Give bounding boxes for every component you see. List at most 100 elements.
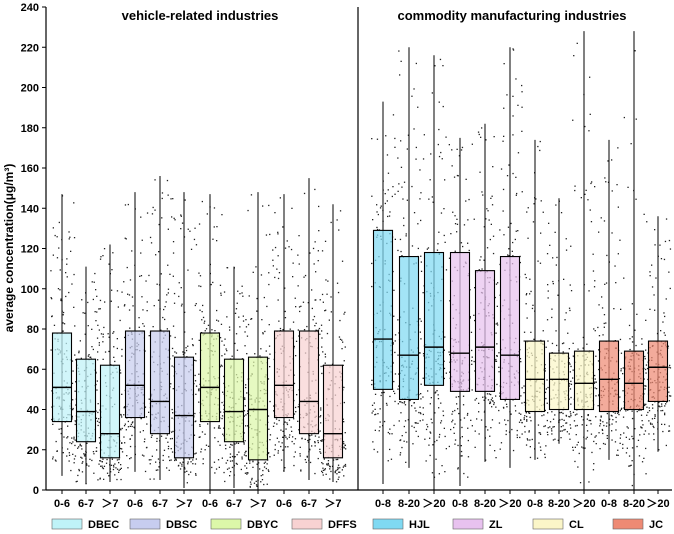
axes-layer: average concentration(μg/m³) vehicle-rel… bbox=[2, 7, 672, 491]
data-point bbox=[171, 408, 173, 411]
data-point bbox=[512, 49, 515, 51]
data-point bbox=[68, 454, 71, 456]
data-point bbox=[279, 197, 281, 199]
data-point bbox=[611, 190, 613, 192]
data-point bbox=[78, 350, 80, 352]
data-point bbox=[572, 369, 574, 371]
data-point bbox=[103, 465, 106, 467]
data-point bbox=[650, 423, 652, 425]
data-point bbox=[157, 299, 160, 301]
data-point bbox=[112, 252, 114, 254]
data-point bbox=[599, 448, 601, 450]
data-point bbox=[81, 457, 83, 459]
data-point bbox=[73, 202, 75, 204]
data-point bbox=[644, 430, 647, 432]
data-point bbox=[295, 306, 297, 308]
data-point bbox=[251, 477, 253, 480]
data-point bbox=[384, 202, 386, 205]
data-point bbox=[565, 415, 568, 417]
data-point bbox=[590, 433, 593, 435]
data-point bbox=[260, 475, 262, 477]
data-point bbox=[293, 413, 296, 415]
data-point bbox=[78, 352, 80, 354]
data-point bbox=[73, 306, 75, 308]
data-point bbox=[491, 419, 494, 421]
data-point bbox=[480, 419, 483, 421]
data-point bbox=[74, 390, 76, 392]
data-point bbox=[68, 291, 70, 294]
data-point bbox=[171, 216, 173, 218]
data-point bbox=[194, 374, 196, 377]
data-point bbox=[341, 339, 343, 341]
data-point bbox=[463, 417, 466, 419]
data-point bbox=[441, 465, 443, 467]
data-point bbox=[314, 441, 316, 443]
data-point bbox=[389, 428, 391, 430]
data-point bbox=[292, 262, 294, 264]
data-point bbox=[625, 410, 627, 412]
data-point bbox=[561, 418, 563, 421]
data-point bbox=[54, 459, 57, 461]
data-point bbox=[510, 413, 512, 415]
data-point bbox=[282, 329, 284, 331]
data-point bbox=[174, 219, 176, 221]
data-point bbox=[409, 399, 411, 402]
data-point bbox=[497, 324, 499, 326]
data-point bbox=[443, 208, 445, 210]
data-point bbox=[525, 294, 527, 296]
data-point bbox=[647, 378, 649, 381]
data-point bbox=[195, 452, 197, 454]
data-point bbox=[625, 452, 628, 454]
data-point bbox=[321, 293, 324, 296]
data-point bbox=[411, 405, 413, 407]
data-point bbox=[123, 407, 125, 409]
data-point bbox=[324, 353, 326, 355]
data-point bbox=[284, 446, 287, 448]
data-point bbox=[173, 302, 176, 304]
data-point bbox=[388, 215, 391, 217]
data-point bbox=[593, 328, 595, 330]
data-point bbox=[298, 306, 301, 308]
data-point bbox=[445, 448, 447, 450]
data-point bbox=[454, 443, 456, 445]
data-point bbox=[644, 355, 646, 358]
legend-swatch-dbyc bbox=[210, 518, 242, 530]
data-point bbox=[129, 327, 131, 329]
data-point bbox=[533, 203, 535, 205]
data-point bbox=[181, 222, 184, 224]
data-point bbox=[152, 326, 154, 328]
data-point bbox=[603, 314, 606, 316]
data-point bbox=[149, 478, 151, 480]
data-point bbox=[72, 407, 74, 410]
data-point bbox=[74, 420, 76, 422]
data-point bbox=[442, 65, 444, 67]
data-point bbox=[102, 467, 105, 470]
data-point bbox=[303, 192, 306, 195]
data-point bbox=[183, 466, 186, 469]
box-zl-16 bbox=[474, 270, 496, 392]
data-point bbox=[79, 444, 81, 447]
data-point bbox=[99, 258, 102, 260]
data-point bbox=[574, 446, 576, 448]
data-point bbox=[244, 397, 246, 399]
data-point bbox=[570, 245, 572, 247]
data-point bbox=[400, 140, 402, 142]
data-point bbox=[372, 341, 374, 343]
data-point bbox=[269, 366, 271, 368]
data-point bbox=[405, 235, 407, 237]
data-point bbox=[602, 421, 604, 423]
data-point bbox=[108, 475, 110, 477]
x-tick-label: 0-8 bbox=[601, 498, 617, 510]
data-point bbox=[651, 404, 654, 406]
data-point bbox=[664, 423, 666, 426]
data-point bbox=[62, 314, 64, 316]
data-point bbox=[526, 293, 528, 295]
x-tick-label: ＞20 bbox=[498, 498, 521, 510]
data-point bbox=[199, 425, 201, 427]
data-point bbox=[415, 410, 417, 412]
data-point bbox=[81, 471, 84, 473]
data-point bbox=[510, 222, 512, 225]
data-point bbox=[234, 312, 237, 314]
data-point bbox=[179, 462, 181, 464]
data-point bbox=[532, 221, 535, 223]
